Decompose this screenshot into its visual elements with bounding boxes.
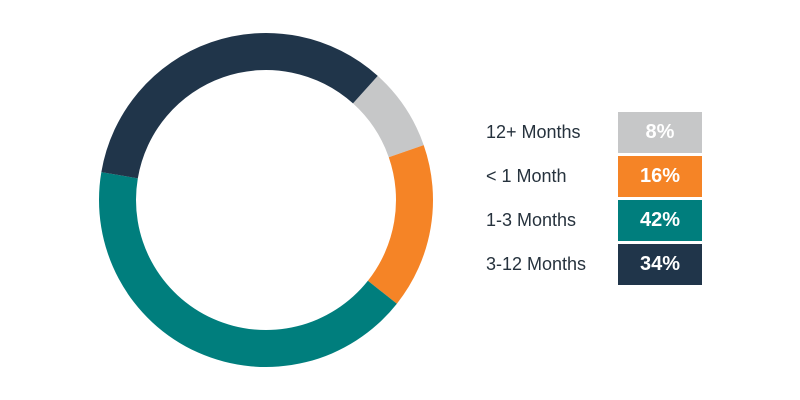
legend-value-badge: 16%	[618, 156, 702, 197]
legend: 12+ Months 8% < 1 Month 16% 1-3 Months 4…	[486, 112, 702, 288]
legend-row-1-3-months: 1-3 Months 42%	[486, 200, 702, 241]
slice-1-3-months	[99, 172, 397, 367]
legend-row-less-than-1-month: < 1 Month 16%	[486, 156, 702, 197]
legend-label: < 1 Month	[486, 166, 567, 186]
slice-3-12-months	[101, 33, 378, 179]
legend-value-badge: 34%	[618, 244, 702, 285]
legend-value-badge: 42%	[618, 200, 702, 241]
slice-12-plus-months	[352, 75, 424, 158]
legend-label: 3-12 Months	[486, 254, 587, 274]
legend-label: 12+ Months	[486, 122, 581, 142]
legend-row-3-12-months: 3-12 Months 34%	[486, 244, 702, 285]
legend-value-badge: 8%	[618, 112, 702, 153]
legend-label: 1-3 Months	[486, 210, 577, 230]
slice-less-than-1-month	[367, 145, 433, 304]
legend-row-12-plus-months: 12+ Months 8%	[486, 112, 702, 153]
